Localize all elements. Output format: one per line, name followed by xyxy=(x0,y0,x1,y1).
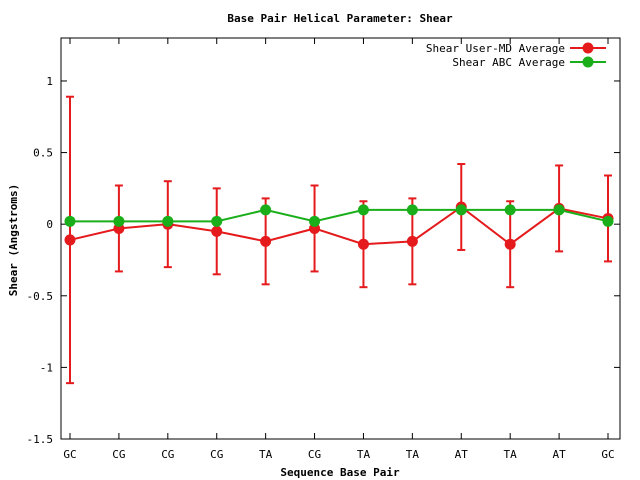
x-axis-label: Sequence Base Pair xyxy=(280,466,400,479)
data-point xyxy=(504,238,516,250)
data-point xyxy=(504,204,516,216)
data-point xyxy=(162,215,174,227)
data-point xyxy=(211,225,223,237)
data-point xyxy=(455,204,467,216)
data-point xyxy=(406,235,418,247)
y-tick-label: -1.5 xyxy=(27,433,54,446)
x-tick-label: TA xyxy=(504,448,518,461)
data-point xyxy=(553,204,565,216)
x-tick-label: CG xyxy=(308,448,321,461)
x-tick-label: TA xyxy=(406,448,420,461)
data-point xyxy=(406,204,418,216)
legend-label: Shear User-MD Average xyxy=(426,42,565,55)
y-tick-label: 0.5 xyxy=(33,147,53,160)
legend-marker xyxy=(582,42,594,54)
x-tick-label: CG xyxy=(112,448,125,461)
x-tick-label: AT xyxy=(455,448,469,461)
y-tick-label: -0.5 xyxy=(27,290,54,303)
x-tick-label: TA xyxy=(259,448,273,461)
series-line xyxy=(70,208,609,223)
x-tick-label: GC xyxy=(601,448,614,461)
plot-frame xyxy=(60,37,621,440)
y-axis-label: Shear (Angstroms) xyxy=(7,184,20,297)
data-point xyxy=(357,238,369,250)
x-tick-label: CG xyxy=(210,448,223,461)
y-tick-label: -1 xyxy=(40,361,53,374)
data-point xyxy=(113,215,125,227)
legend-label: Shear ABC Average xyxy=(452,56,565,69)
data-point xyxy=(64,215,76,227)
series-line xyxy=(69,205,609,246)
data-point xyxy=(357,204,369,216)
x-tick-label: TA xyxy=(357,448,371,461)
x-tick-label: GC xyxy=(63,448,76,461)
y-tick-label: 1 xyxy=(46,75,53,88)
data-point xyxy=(602,215,614,227)
chart-title: Base Pair Helical Parameter: Shear xyxy=(227,12,453,25)
x-tick-label: CG xyxy=(161,448,174,461)
x-tick-label: AT xyxy=(552,448,566,461)
data-point xyxy=(211,215,223,227)
plot-area: -1.5 -1 -0.5 0 0.5 1 GC CG CG CG TA CG TA TA AT TA AT GC xyxy=(27,37,621,461)
data-point xyxy=(64,234,76,246)
data-point xyxy=(260,204,272,216)
y-tick-label: 0 xyxy=(46,218,53,231)
legend-marker xyxy=(582,56,594,68)
data-point xyxy=(309,215,321,227)
data-point xyxy=(260,235,272,247)
series-2 xyxy=(64,204,614,227)
